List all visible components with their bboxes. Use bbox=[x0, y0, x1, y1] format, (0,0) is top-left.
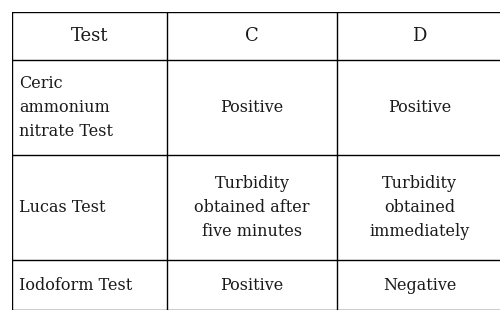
Text: Positive: Positive bbox=[220, 277, 284, 294]
Text: C: C bbox=[245, 27, 259, 45]
Text: Iodoform Test: Iodoform Test bbox=[19, 277, 132, 294]
Text: Negative: Negative bbox=[383, 277, 456, 294]
Text: Positive: Positive bbox=[388, 99, 451, 116]
Text: Positive: Positive bbox=[220, 99, 284, 116]
Text: Lucas Test: Lucas Test bbox=[19, 199, 106, 216]
Text: Turbidity
obtained
immediately: Turbidity obtained immediately bbox=[370, 175, 470, 240]
Text: Test: Test bbox=[71, 27, 108, 45]
Text: D: D bbox=[412, 27, 426, 45]
Text: Ceric
ammonium
nitrate Test: Ceric ammonium nitrate Test bbox=[19, 76, 113, 140]
Text: Turbidity
obtained after
five minutes: Turbidity obtained after five minutes bbox=[194, 175, 310, 240]
